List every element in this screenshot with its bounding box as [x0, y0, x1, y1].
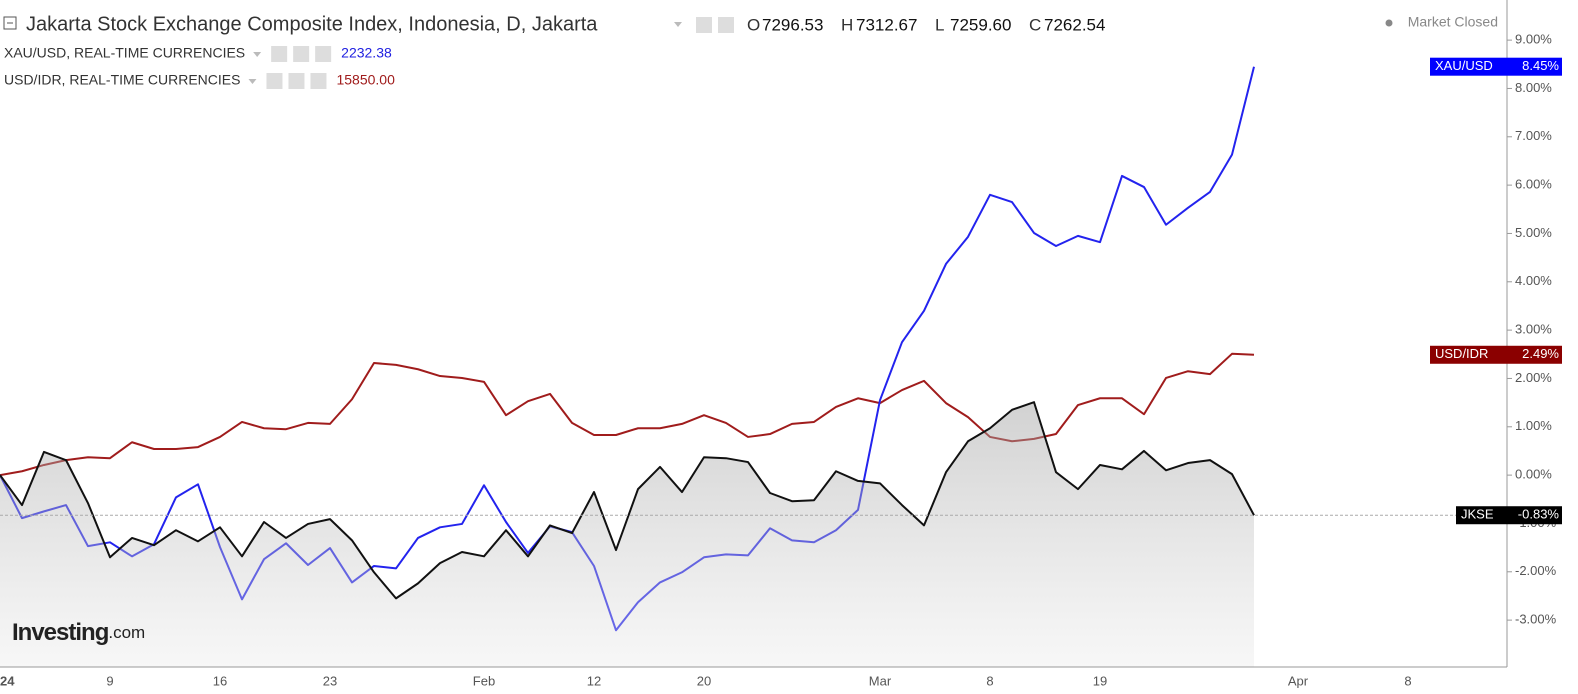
ohlc-value: 7259.60: [950, 15, 1011, 34]
dropdown-icon: [253, 52, 262, 57]
ohlc-value: 7312.67: [856, 15, 917, 34]
y-tick-label: -3.00%: [1515, 612, 1557, 627]
y-tick-label: 9.00%: [1515, 32, 1552, 47]
collapse-icon[interactable]: [3, 16, 17, 30]
y-tick-label: 8.00%: [1515, 80, 1552, 95]
ohlc-key: H: [841, 15, 853, 34]
logo: Investing.com: [12, 619, 145, 646]
price-tag-name: JKSE: [1461, 507, 1494, 522]
legend-price: 15850.00: [336, 72, 395, 88]
x-tick-label: 19: [1093, 673, 1107, 688]
y-tick-label: 5.00%: [1515, 225, 1552, 240]
chart-title: Jakarta Stock Exchange Composite Index, …: [26, 13, 598, 35]
price-tag: [1430, 57, 1562, 76]
price-tag-value: 8.45%: [1522, 58, 1559, 73]
x-tick-label: 23: [323, 673, 337, 688]
y-tick-label: 7.00%: [1515, 128, 1552, 143]
settings-icon[interactable]: [718, 17, 734, 33]
y-tick-label: -2.00%: [1515, 563, 1557, 578]
logo-suffix: .com: [108, 623, 145, 642]
ohlc-value: 7296.53: [762, 15, 823, 34]
line: [0, 401, 1255, 600]
eye-icon[interactable]: [696, 17, 712, 33]
y-tick-label: 1.00%: [1515, 418, 1552, 433]
x-tick-label: Feb: [473, 673, 495, 688]
legend-price: 2232.38: [341, 45, 392, 61]
plot-area: [0, 66, 1255, 667]
price-tag: [1456, 506, 1562, 525]
price-tag: [1430, 345, 1562, 364]
legend-icon: [293, 46, 310, 62]
legend-label: USD/IDR, REAL-TIME CURRENCIES: [4, 72, 240, 88]
ohlc-key: O: [747, 15, 760, 34]
x-tick-label: 20: [697, 673, 711, 688]
x-tick-label: Mar: [869, 673, 892, 688]
line: [0, 352, 1255, 477]
price-tag-name: XAU/USD: [1435, 58, 1493, 73]
area: [0, 402, 1254, 667]
legend-icon: [310, 73, 327, 89]
ohlc-value: 7262.54: [1044, 15, 1105, 34]
status-dot: [1385, 19, 1393, 27]
legend-icon: [288, 73, 305, 89]
y-tick-label: 0.00%: [1515, 467, 1552, 482]
ohlc-key: L: [935, 15, 944, 34]
x-tick-label: Apr: [1288, 673, 1309, 688]
legend-icon: [271, 46, 288, 62]
price-tag-name: USD/IDR: [1435, 346, 1488, 361]
ohlc-key: C: [1029, 15, 1041, 34]
dropdown-icon[interactable]: [674, 22, 682, 27]
dropdown-icon: [248, 79, 257, 84]
legend-icon: [315, 46, 332, 62]
x-tick-label: 8: [1404, 673, 1411, 688]
y-tick-label: 2.00%: [1515, 370, 1552, 385]
x-tick-label: 12: [587, 673, 601, 688]
logo-main: Investing: [12, 619, 109, 646]
price-tag-value: 2.49%: [1522, 346, 1559, 361]
y-tick-label: 3.00%: [1515, 322, 1552, 337]
x-tick-label: 24: [0, 673, 15, 688]
y-tick-label: 6.00%: [1515, 177, 1552, 192]
legend-label: XAU/USD, REAL-TIME CURRENCIES: [4, 45, 245, 61]
y-tick-label: 4.00%: [1515, 273, 1552, 288]
market-status: Market Closed: [1408, 14, 1498, 30]
x-tick-label: 16: [213, 673, 227, 688]
legend-icon: [266, 73, 283, 89]
x-tick-label: 9: [106, 673, 113, 688]
price-tag-value: -0.83%: [1518, 507, 1560, 522]
x-tick-label: 8: [986, 673, 993, 688]
